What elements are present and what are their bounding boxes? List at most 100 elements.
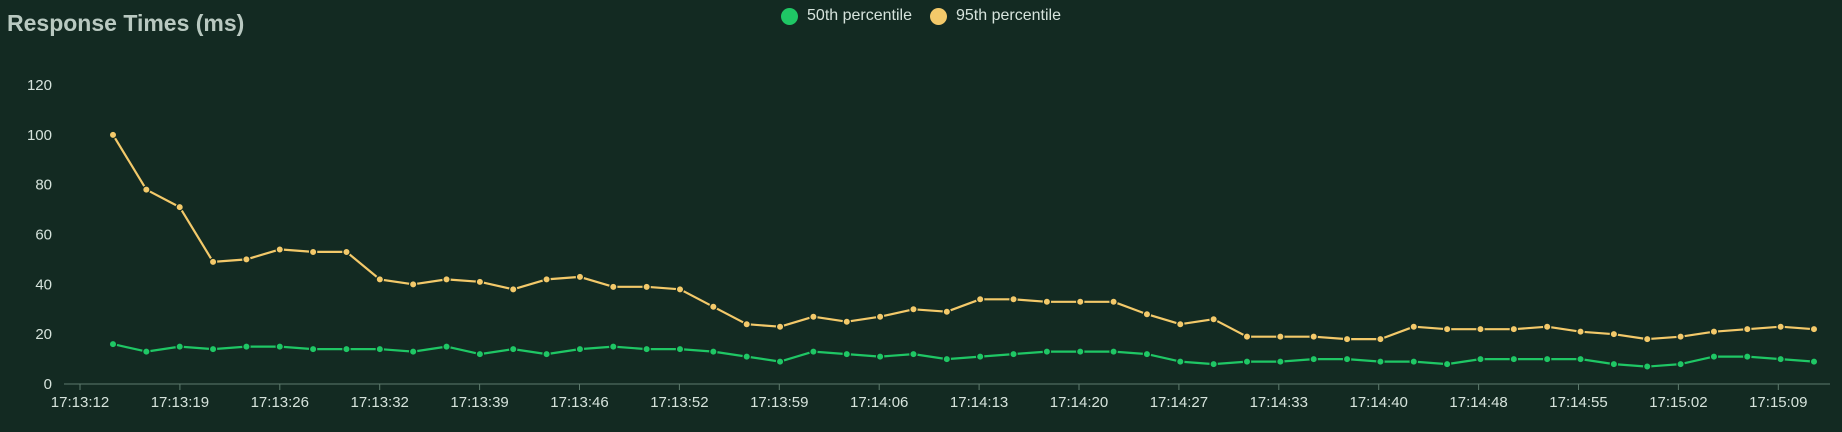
data-point-p50[interactable] <box>509 344 518 354</box>
data-point-p95[interactable] <box>1409 322 1418 331</box>
data-point-p50[interactable] <box>1376 357 1385 366</box>
data-point-p50[interactable] <box>408 347 418 356</box>
data-point-p50[interactable] <box>1442 359 1452 369</box>
data-point-p50[interactable] <box>1109 347 1118 356</box>
data-point-p50[interactable] <box>142 347 151 356</box>
data-point-p95[interactable] <box>1076 297 1085 306</box>
data-point-p95[interactable] <box>1342 334 1352 344</box>
legend-item-p95[interactable]: 95th percentile <box>930 7 1061 25</box>
data-point-p50[interactable] <box>1776 354 1785 364</box>
data-point-p95[interactable] <box>142 185 151 194</box>
data-point-p50[interactable] <box>775 357 785 366</box>
data-point-p95[interactable] <box>375 275 385 284</box>
data-point-p50[interactable] <box>1176 357 1185 366</box>
data-point-p95[interactable] <box>242 255 251 264</box>
data-point-p95[interactable] <box>1643 334 1652 344</box>
data-point-p50[interactable] <box>1576 354 1585 364</box>
data-point-p95[interactable] <box>1209 315 1218 324</box>
data-point-p50[interactable] <box>1709 352 1719 361</box>
data-point-p50[interactable] <box>175 342 184 351</box>
data-point-p50[interactable] <box>709 347 718 356</box>
data-point-p50[interactable] <box>1342 354 1352 364</box>
data-point-p50[interactable] <box>1309 354 1318 364</box>
data-point-p95[interactable] <box>1442 324 1452 334</box>
data-point-p50[interactable] <box>942 354 952 364</box>
data-point-p95[interactable] <box>742 320 751 329</box>
data-point-p95[interactable] <box>1676 332 1685 341</box>
data-point-p95[interactable] <box>509 285 518 294</box>
data-point-p95[interactable] <box>609 282 618 292</box>
data-point-p50[interactable] <box>975 352 985 361</box>
data-point-p50[interactable] <box>609 342 618 351</box>
data-point-p95[interactable] <box>1709 327 1719 336</box>
data-point-p50[interactable] <box>442 342 451 351</box>
data-point-p95[interactable] <box>408 280 418 289</box>
data-point-p50[interactable] <box>1609 359 1619 369</box>
data-point-p95[interactable] <box>1809 324 1819 334</box>
data-point-p50[interactable] <box>1476 354 1485 364</box>
data-point-p95[interactable] <box>208 257 218 267</box>
data-point-p95[interactable] <box>1509 324 1519 334</box>
data-point-p95[interactable] <box>1576 327 1585 336</box>
data-point-p95[interactable] <box>1042 297 1052 306</box>
data-point-p95[interactable] <box>1009 295 1018 304</box>
data-point-p95[interactable] <box>475 277 485 287</box>
data-point-p95[interactable] <box>842 317 851 326</box>
data-point-p50[interactable] <box>1743 352 1752 361</box>
data-point-p95[interactable] <box>308 247 318 257</box>
data-point-p95[interactable] <box>1609 329 1619 339</box>
data-point-p95[interactable] <box>909 305 918 314</box>
data-point-p95[interactable] <box>875 312 885 321</box>
data-point-p50[interactable] <box>1409 357 1418 366</box>
data-point-p95[interactable] <box>1242 332 1252 341</box>
data-point-p50[interactable] <box>1009 349 1018 359</box>
data-point-p95[interactable] <box>1276 332 1285 341</box>
data-point-p50[interactable] <box>1076 347 1085 356</box>
data-point-p95[interactable] <box>642 282 651 292</box>
data-point-p95[interactable] <box>108 130 118 140</box>
data-point-p95[interactable] <box>542 275 551 284</box>
data-point-p50[interactable] <box>1242 357 1252 366</box>
legend-item-p50[interactable]: 50th percentile <box>781 7 912 25</box>
data-point-p50[interactable] <box>308 344 318 354</box>
data-point-p50[interactable] <box>275 342 284 351</box>
data-point-p95[interactable] <box>342 247 351 257</box>
data-point-p95[interactable] <box>275 245 284 254</box>
data-point-p50[interactable] <box>1142 349 1152 359</box>
data-point-p95[interactable] <box>1109 297 1118 306</box>
data-point-p95[interactable] <box>1142 310 1152 319</box>
data-point-p50[interactable] <box>742 352 751 361</box>
data-point-p95[interactable] <box>1542 322 1552 331</box>
data-point-p50[interactable] <box>1042 347 1052 356</box>
data-point-p95[interactable] <box>942 307 952 316</box>
data-point-p50[interactable] <box>842 349 851 359</box>
data-point-p50[interactable] <box>542 349 551 359</box>
data-point-p95[interactable] <box>1176 320 1185 329</box>
data-point-p50[interactable] <box>642 344 651 354</box>
data-point-p95[interactable] <box>975 295 985 304</box>
data-point-p95[interactable] <box>1776 322 1785 331</box>
data-point-p95[interactable] <box>675 285 685 294</box>
data-point-p50[interactable] <box>1676 359 1685 369</box>
data-point-p95[interactable] <box>175 202 184 212</box>
data-point-p95[interactable] <box>575 272 585 282</box>
data-point-p50[interactable] <box>342 344 351 354</box>
data-point-p50[interactable] <box>208 344 218 354</box>
data-point-p50[interactable] <box>375 344 385 354</box>
data-point-p50[interactable] <box>675 344 685 354</box>
data-point-p95[interactable] <box>809 312 818 321</box>
data-point-p95[interactable] <box>1376 334 1385 344</box>
data-point-p50[interactable] <box>1509 354 1519 364</box>
data-point-p50[interactable] <box>909 349 918 359</box>
data-point-p50[interactable] <box>108 339 118 349</box>
data-point-p50[interactable] <box>1809 357 1819 366</box>
data-point-p95[interactable] <box>775 322 785 331</box>
data-point-p50[interactable] <box>1643 362 1652 371</box>
data-point-p50[interactable] <box>1276 357 1285 366</box>
data-point-p95[interactable] <box>1743 324 1752 334</box>
data-point-p50[interactable] <box>475 349 485 359</box>
data-point-p50[interactable] <box>575 344 585 354</box>
data-point-p95[interactable] <box>1476 324 1485 334</box>
data-point-p95[interactable] <box>442 275 451 284</box>
data-point-p50[interactable] <box>242 342 251 351</box>
